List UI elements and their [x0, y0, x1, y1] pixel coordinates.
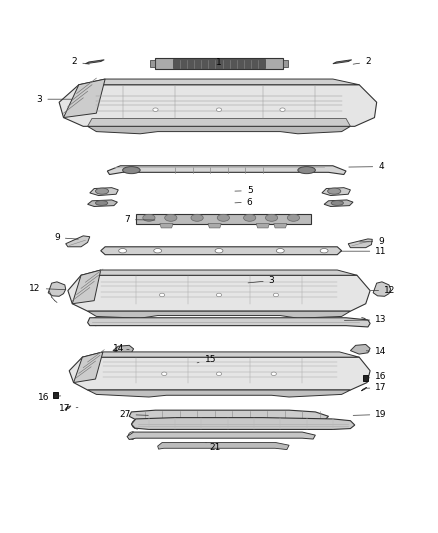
Polygon shape: [373, 282, 391, 296]
Polygon shape: [131, 418, 355, 430]
Polygon shape: [69, 357, 370, 390]
Polygon shape: [101, 247, 342, 255]
Polygon shape: [160, 223, 173, 228]
Text: 16: 16: [38, 392, 61, 401]
Polygon shape: [322, 188, 350, 196]
Text: 13: 13: [344, 316, 387, 325]
Text: 21: 21: [206, 442, 220, 452]
Ellipse shape: [123, 167, 140, 174]
Text: 4: 4: [349, 162, 384, 171]
Polygon shape: [66, 236, 90, 247]
Ellipse shape: [331, 200, 343, 205]
Text: 2: 2: [72, 58, 89, 67]
Polygon shape: [350, 344, 370, 354]
Ellipse shape: [95, 188, 109, 194]
Ellipse shape: [216, 108, 222, 111]
Ellipse shape: [165, 214, 177, 221]
Text: 15: 15: [197, 355, 216, 364]
Text: 16: 16: [368, 373, 387, 382]
Polygon shape: [68, 275, 370, 311]
Ellipse shape: [298, 167, 315, 174]
Polygon shape: [173, 59, 265, 68]
Polygon shape: [81, 270, 357, 275]
Ellipse shape: [276, 248, 284, 253]
Ellipse shape: [95, 200, 108, 205]
Polygon shape: [127, 432, 315, 440]
Polygon shape: [64, 79, 105, 118]
Polygon shape: [324, 200, 353, 206]
Polygon shape: [113, 345, 134, 354]
Text: 1: 1: [216, 58, 222, 67]
Polygon shape: [88, 200, 117, 206]
Polygon shape: [88, 318, 370, 327]
Ellipse shape: [280, 108, 285, 111]
Polygon shape: [283, 60, 288, 67]
Text: 2: 2: [353, 58, 371, 67]
Text: 11: 11: [340, 247, 387, 256]
Ellipse shape: [320, 248, 328, 253]
Text: 7: 7: [124, 215, 155, 224]
Polygon shape: [155, 58, 283, 69]
Ellipse shape: [154, 248, 162, 253]
Text: 5: 5: [235, 186, 253, 195]
Text: 12: 12: [371, 286, 396, 295]
Polygon shape: [90, 188, 118, 196]
Ellipse shape: [215, 248, 223, 253]
Ellipse shape: [273, 293, 279, 297]
Ellipse shape: [271, 372, 276, 376]
Polygon shape: [74, 352, 103, 383]
Polygon shape: [129, 410, 328, 422]
Text: 19: 19: [353, 410, 387, 419]
Polygon shape: [72, 270, 101, 304]
Ellipse shape: [143, 214, 155, 221]
Text: 14: 14: [366, 348, 387, 357]
Polygon shape: [79, 79, 359, 85]
Polygon shape: [88, 390, 350, 397]
Text: 27: 27: [119, 410, 148, 419]
Polygon shape: [361, 387, 367, 391]
Polygon shape: [107, 166, 346, 174]
Ellipse shape: [119, 248, 127, 253]
Polygon shape: [59, 85, 377, 126]
Ellipse shape: [217, 214, 230, 221]
Polygon shape: [158, 442, 289, 449]
Text: 3: 3: [36, 95, 72, 104]
Polygon shape: [53, 392, 58, 398]
Ellipse shape: [153, 108, 158, 111]
Polygon shape: [150, 60, 155, 67]
Text: 17: 17: [59, 405, 78, 414]
Polygon shape: [348, 239, 372, 248]
Polygon shape: [88, 126, 350, 134]
Text: 14: 14: [113, 344, 129, 353]
Text: 9: 9: [54, 233, 78, 242]
Polygon shape: [82, 352, 359, 357]
Polygon shape: [363, 375, 368, 381]
Ellipse shape: [191, 214, 203, 221]
Ellipse shape: [244, 214, 256, 221]
Ellipse shape: [162, 372, 167, 376]
Ellipse shape: [265, 214, 278, 221]
Ellipse shape: [287, 214, 300, 221]
Polygon shape: [48, 282, 66, 296]
Polygon shape: [85, 60, 104, 64]
Ellipse shape: [328, 188, 341, 194]
Polygon shape: [256, 223, 269, 228]
Text: 9: 9: [360, 237, 384, 246]
Text: 12: 12: [29, 284, 65, 293]
Polygon shape: [333, 60, 352, 64]
Text: 6: 6: [235, 198, 253, 207]
Ellipse shape: [216, 372, 222, 376]
Polygon shape: [208, 223, 221, 228]
Polygon shape: [88, 311, 350, 318]
Ellipse shape: [216, 293, 222, 297]
Text: 17: 17: [366, 383, 387, 392]
Polygon shape: [88, 118, 350, 126]
Polygon shape: [274, 223, 287, 228]
Polygon shape: [136, 214, 311, 223]
Ellipse shape: [159, 293, 165, 297]
Polygon shape: [65, 406, 71, 410]
Text: 3: 3: [248, 276, 275, 285]
